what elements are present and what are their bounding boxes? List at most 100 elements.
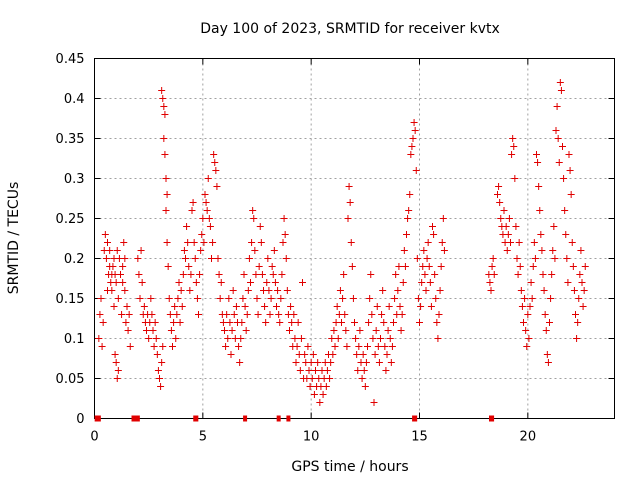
data-point	[512, 223, 520, 230]
data-point	[273, 303, 280, 310]
data-point	[263, 279, 271, 286]
data-point	[254, 311, 262, 318]
data-point	[169, 343, 176, 350]
data-point	[275, 311, 283, 318]
data-point	[182, 255, 189, 262]
data-point	[153, 351, 161, 358]
data-point	[339, 295, 347, 302]
data-point	[561, 207, 569, 214]
data-point	[98, 343, 106, 350]
zero-value-point	[135, 415, 140, 422]
zero-value-point	[490, 415, 495, 422]
data-point	[425, 263, 433, 270]
data-point	[117, 271, 124, 278]
data-point	[247, 279, 254, 286]
data-point	[497, 215, 505, 222]
data-point	[192, 279, 200, 286]
data-point	[427, 303, 435, 310]
data-point	[225, 295, 233, 302]
data-point	[277, 295, 285, 302]
data-point	[199, 215, 207, 222]
data-point	[188, 207, 196, 214]
y-tick-label: 0.1	[64, 332, 85, 347]
data-point	[170, 319, 178, 326]
data-point	[238, 319, 246, 326]
data-point	[553, 103, 561, 110]
data-point	[329, 351, 337, 358]
data-point	[265, 287, 273, 294]
data-point	[286, 327, 293, 334]
data-point	[230, 311, 238, 318]
data-point	[297, 335, 305, 342]
data-point	[533, 151, 540, 158]
data-point	[212, 167, 220, 174]
data-point	[214, 255, 222, 262]
data-point	[215, 271, 223, 278]
data-point	[432, 295, 440, 302]
data-point	[95, 335, 103, 342]
data-point	[435, 311, 443, 318]
x-tick-label: 10	[303, 430, 320, 445]
data-point	[550, 223, 558, 230]
data-point	[433, 319, 441, 326]
data-point	[356, 327, 364, 334]
data-point	[566, 167, 574, 174]
data-point	[152, 335, 160, 342]
data-point	[333, 303, 341, 310]
data-point	[208, 255, 215, 262]
data-point	[528, 295, 536, 302]
data-point	[346, 199, 354, 206]
data-point	[413, 255, 421, 262]
data-point	[119, 279, 127, 286]
zero-value-point	[286, 415, 291, 422]
data-point	[418, 279, 426, 286]
data-point	[369, 335, 377, 342]
data-point	[150, 343, 158, 350]
zero-value-point	[276, 415, 281, 422]
data-point	[126, 343, 134, 350]
x-tick-label: 5	[199, 430, 207, 445]
data-point	[543, 351, 551, 358]
data-point	[405, 207, 413, 214]
data-point	[178, 303, 186, 310]
data-point	[171, 303, 179, 310]
data-point	[310, 391, 318, 398]
grid-lines	[94, 58, 615, 419]
data-point	[174, 295, 182, 302]
data-point	[414, 295, 422, 302]
data-point	[508, 151, 516, 158]
data-point	[227, 351, 235, 358]
data-point	[370, 399, 378, 406]
data-point	[397, 327, 405, 334]
data-point	[99, 319, 107, 326]
y-tick-label: 0.4	[64, 92, 85, 107]
data-point	[255, 263, 263, 270]
data-point	[559, 143, 566, 150]
data-point	[530, 239, 538, 246]
data-point	[157, 383, 165, 390]
data-point	[175, 279, 183, 286]
data-point	[264, 255, 272, 262]
data-point	[555, 159, 563, 166]
data-point	[488, 263, 496, 270]
zero-value-point	[96, 415, 101, 422]
data-point	[134, 255, 142, 262]
data-point	[353, 351, 361, 358]
data-point	[240, 271, 248, 278]
data-point	[490, 271, 498, 278]
data-point	[494, 191, 501, 198]
data-point	[140, 303, 148, 310]
chart-title: Day 100 of 2023, SRMTID for receiver kvt…	[200, 21, 500, 37]
data-point	[306, 383, 314, 390]
data-point	[125, 311, 133, 318]
data-point	[578, 279, 586, 286]
data-points	[95, 79, 589, 406]
data-point	[421, 271, 429, 278]
zero-value-point	[413, 415, 418, 422]
data-point	[362, 359, 370, 366]
data-point	[186, 287, 194, 294]
data-point	[145, 335, 153, 342]
data-point	[411, 127, 419, 134]
data-point	[290, 311, 298, 318]
data-point	[235, 343, 243, 350]
